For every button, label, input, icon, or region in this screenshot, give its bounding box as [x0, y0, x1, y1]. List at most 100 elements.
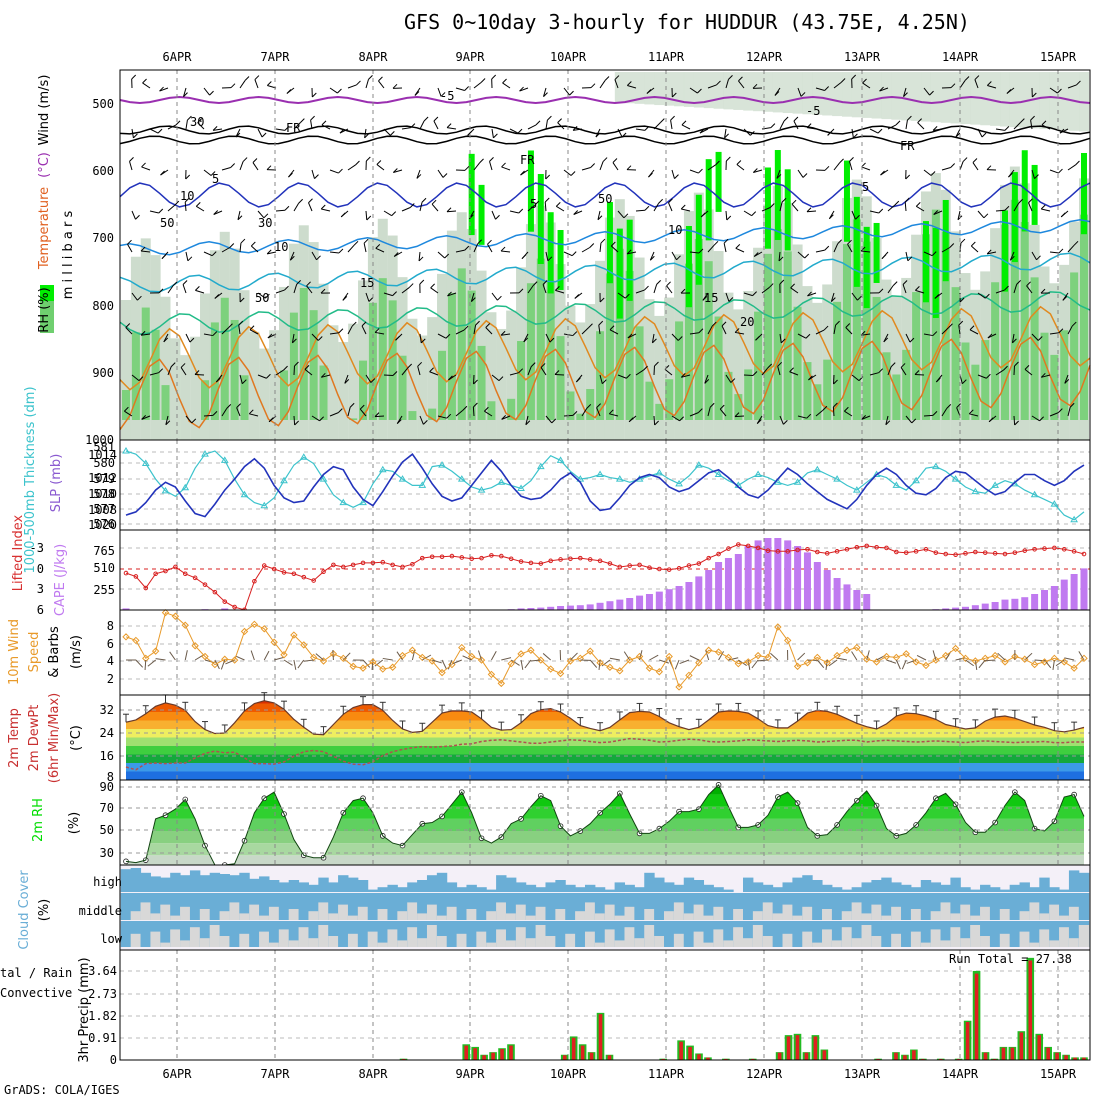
cloud-low-bar — [614, 921, 626, 947]
cloud-clear-patch — [693, 904, 705, 920]
cloud-clear-patch — [743, 938, 754, 947]
wind-barb — [776, 174, 782, 179]
wind10-point — [458, 643, 466, 652]
wind-barb — [946, 404, 952, 409]
rh-light-area — [871, 72, 882, 119]
wind10-line — [125, 612, 1085, 688]
wind-barb — [557, 118, 562, 123]
wind-barb — [141, 415, 151, 420]
wind-barb — [563, 169, 572, 176]
wind-barb — [543, 92, 548, 98]
wind-barb — [473, 82, 482, 89]
wind-barb — [923, 87, 930, 96]
date-tick-top: 6APR — [163, 50, 193, 64]
rh-mid-area — [1080, 214, 1088, 420]
wind-barb — [822, 405, 828, 411]
wind10-barb — [204, 659, 215, 664]
thickness-bg — [120, 440, 1090, 530]
wind-barb — [829, 214, 834, 220]
cloud-high-bar — [891, 882, 902, 892]
cloud-high-bar — [713, 887, 724, 892]
rh-dark-area — [784, 169, 791, 251]
wind-barb — [793, 120, 799, 130]
rh-light-area — [417, 335, 428, 440]
cloud-high-bar — [1029, 887, 1040, 892]
wind-barb — [941, 167, 951, 171]
wind-barb — [844, 410, 853, 417]
wind10-barb — [570, 652, 578, 661]
wind-barb — [419, 279, 425, 285]
rh2m-tick-label: 50 — [100, 823, 114, 837]
wind-barb — [941, 408, 948, 417]
wind-barb — [699, 128, 705, 134]
wind-barb — [238, 325, 241, 335]
wind10-axis-label: & Barbs — [47, 626, 62, 678]
cloud-high-bar — [999, 889, 1011, 892]
cloud-high-bar — [426, 875, 438, 892]
thickness-point — [438, 461, 446, 468]
date-tick-bottom: 6APR — [163, 1067, 193, 1081]
rh-mid-area — [991, 282, 1000, 420]
rh-mid-area — [141, 307, 150, 420]
wind-barb — [239, 242, 242, 253]
cloud-clear-patch — [733, 927, 744, 947]
wind-barb — [196, 205, 205, 212]
wind-barb — [392, 291, 397, 296]
wind-barb — [254, 79, 259, 89]
cloud-clear-patch — [417, 913, 428, 920]
wind-barb — [131, 374, 140, 382]
wind10-point — [497, 679, 506, 688]
rh-mid-area — [428, 408, 437, 420]
wind10-barb — [689, 655, 700, 661]
wind10-barb — [274, 656, 284, 661]
wind-barb — [903, 87, 907, 97]
cloud-middle-bar — [703, 893, 714, 920]
cloud-high-bar — [970, 889, 981, 892]
wind-barb — [383, 292, 393, 297]
wind-barb — [902, 280, 908, 285]
cloud-high-bar — [723, 889, 734, 892]
cloud-low-bar — [871, 921, 882, 947]
wind-barb — [1009, 251, 1015, 261]
wind10-barb — [837, 657, 848, 661]
rh-mid-area — [299, 287, 308, 420]
rh-contour-label: 50 — [160, 216, 174, 230]
wind-barb — [653, 122, 661, 130]
wind10-barb — [501, 657, 512, 661]
precip-conv-bar — [500, 1049, 504, 1060]
wind-barb — [776, 169, 781, 179]
cloud-clear-patch — [426, 904, 438, 920]
wind-barb — [761, 287, 770, 294]
wind-barb — [1028, 202, 1033, 212]
wind-barb — [651, 333, 655, 343]
wind-barb — [837, 239, 843, 245]
rh-mid-area — [398, 355, 407, 420]
cloud-middle-bar — [1019, 893, 1030, 920]
wind-barb — [1026, 281, 1031, 287]
wind-barb — [674, 174, 679, 180]
cloud-clear-patch — [752, 911, 764, 920]
precip-conv-bar — [974, 973, 979, 1060]
wind-barb — [689, 332, 699, 335]
wind-barb — [797, 87, 802, 97]
wind10-barb — [147, 659, 156, 667]
wind-barb — [790, 283, 795, 289]
wind-barb — [617, 374, 627, 379]
rh-dark-area — [478, 184, 485, 245]
isotherm-label: FR — [520, 153, 535, 167]
wind-barb — [551, 418, 557, 424]
date-tick-top: 9APR — [456, 50, 486, 64]
wind-barb — [815, 87, 825, 91]
wind-barb — [726, 215, 732, 221]
rh-mid-area — [1070, 272, 1079, 420]
wind-barb — [475, 320, 480, 326]
wind-barb — [752, 168, 758, 173]
wind-barb — [957, 210, 961, 220]
wind-barb — [752, 291, 757, 296]
rh-mid-area — [704, 261, 713, 420]
wind-barb — [159, 86, 164, 92]
wind-barb — [364, 133, 369, 139]
wind-barb — [609, 413, 619, 417]
slp-tick-label: 1008 — [88, 503, 117, 517]
wind-barb — [289, 251, 295, 261]
